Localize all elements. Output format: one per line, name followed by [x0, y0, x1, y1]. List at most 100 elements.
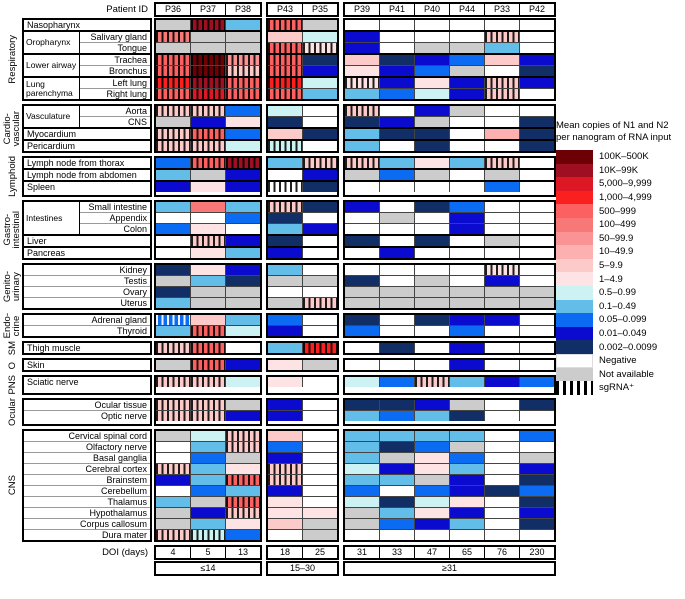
- heatmap-cell: [380, 235, 415, 246]
- heatmap-cell: [345, 201, 380, 212]
- heatmap-cell: [520, 286, 554, 297]
- heatmap-cell: [226, 141, 260, 151]
- heatmap-cell: [303, 430, 337, 441]
- heatmap-cell: [303, 485, 337, 496]
- heatmap-cell: [485, 117, 520, 127]
- heatmap-cell: [345, 275, 380, 286]
- heatmap-cell: [303, 400, 337, 410]
- tissue-label: Olfactory nerve: [24, 442, 150, 453]
- heatmap-cell: [485, 182, 520, 192]
- heatmap-block: [154, 358, 262, 373]
- heatmap-cell: [380, 223, 415, 234]
- heatmap-cell: [156, 314, 191, 325]
- tissue-label: Bronchus: [108, 66, 147, 76]
- tissue-label: Adrenal gland: [24, 315, 150, 326]
- heatmap-cell: [191, 377, 226, 388]
- heatmap-cell: [450, 400, 485, 410]
- heatmap-cell: [415, 247, 450, 258]
- heatmap-cell: [380, 158, 415, 168]
- heatmap-block: [343, 156, 556, 197]
- heatmap-cell: [191, 485, 226, 496]
- heatmap-cell: [450, 55, 485, 65]
- heatmap-cell: [268, 441, 303, 452]
- heatmap-cell: [268, 182, 303, 192]
- heatmap-section: [268, 343, 337, 354]
- heatmap-cell: [520, 247, 554, 258]
- heatmap-block: [154, 262, 262, 310]
- tissue-row: [345, 43, 554, 53]
- heatmap-cell: [156, 452, 191, 463]
- tissue-name-list: Myocardium: [24, 129, 150, 139]
- heatmap-cell: [268, 529, 303, 540]
- label-section: Lymph node from abdomen: [24, 168, 150, 180]
- heatmap-cell: [345, 78, 380, 88]
- tissue-row: [156, 377, 260, 388]
- legend-entry-label: 100K–500K: [599, 151, 649, 163]
- heatmap-cell: [156, 496, 191, 507]
- heatmap-cell: [485, 201, 520, 212]
- heatmap-cell: [303, 441, 337, 452]
- heatmap-block: [266, 375, 339, 395]
- tissue-row: [345, 55, 554, 66]
- heatmap-cell: [303, 117, 337, 127]
- legend-swatch: [556, 353, 593, 368]
- tissue-label: Hypothalamus: [24, 508, 150, 519]
- heatmap-cell: [226, 20, 260, 30]
- heatmap-cell: [380, 55, 415, 65]
- legend-swatch: [556, 258, 593, 273]
- tissue-row: [156, 158, 260, 168]
- heatmap-cell: [485, 89, 520, 99]
- heatmap-cell: [303, 32, 337, 42]
- heatmap-cell: [345, 43, 380, 53]
- heatmap-cell: [191, 170, 226, 180]
- heatmap-cell: [450, 117, 485, 127]
- heatmap-cell: [191, 223, 226, 234]
- heatmap-section: [156, 314, 260, 336]
- heatmap-body: Respiratory Nasopharynx Oropharynx Salivary…: [2, 18, 556, 542]
- tissue-row: [156, 32, 260, 43]
- heatmap-block: [154, 104, 262, 153]
- heatmap-cell: [303, 529, 337, 540]
- heatmap-cell: [415, 507, 450, 518]
- legend-entry: 100–499: [556, 217, 684, 232]
- tissue-label: Salivary gland: [80, 32, 150, 43]
- heatmap-cell: [450, 441, 485, 452]
- heatmap-cell: [450, 43, 485, 53]
- tissue-label-column: Skin: [22, 358, 152, 373]
- patient-id: P36: [156, 4, 191, 15]
- legend-entry: 50–99.9: [556, 231, 684, 246]
- tissue-row: [345, 496, 554, 508]
- legend-swatch: [556, 326, 593, 341]
- heatmap-cell: [268, 247, 303, 258]
- tissue-row: [345, 286, 554, 298]
- tissue-row: [345, 452, 554, 464]
- heatmap-section: [156, 400, 260, 421]
- tissue-row: [268, 474, 337, 486]
- tissue-row: [268, 247, 337, 258]
- heatmap-section: [268, 53, 337, 76]
- tissue-row: [345, 485, 554, 497]
- heatmap-cell: [380, 182, 415, 192]
- tissue-row: [156, 43, 260, 53]
- heatmap-cell: [303, 55, 337, 65]
- legend-swatch: [556, 272, 593, 286]
- tissue-row: [156, 518, 260, 530]
- legend-entry: 5,000–9,999: [556, 177, 684, 191]
- heatmap-cell: [191, 20, 226, 30]
- tissue-row: [156, 66, 260, 76]
- heatmap-cell: [415, 297, 450, 308]
- tissue-label: Aorta: [80, 106, 150, 117]
- heatmap-cell: [226, 286, 260, 297]
- tissue-row: [268, 275, 337, 287]
- heatmap-cell: [268, 518, 303, 529]
- heatmap-block: [266, 398, 339, 426]
- heatmap-cell: [191, 360, 226, 371]
- heatmap-block: [154, 428, 262, 542]
- heatmap-cell: [191, 247, 226, 258]
- tissue-label: Ovary: [24, 287, 150, 298]
- heatmap-section: [156, 201, 260, 234]
- tissue-row: [156, 212, 260, 224]
- tissue-row: [156, 463, 260, 475]
- heatmap-cell: [268, 170, 303, 180]
- label-section: Nasopharynx: [24, 20, 150, 30]
